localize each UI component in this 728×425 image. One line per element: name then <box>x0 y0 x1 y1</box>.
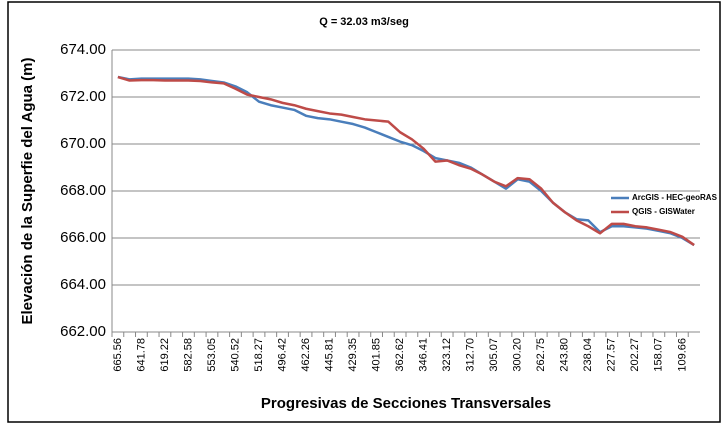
x-tick-label: 540.52 <box>229 338 241 372</box>
x-tick-label: 300.20 <box>512 338 524 372</box>
y-axis-title: Elevación de la Superfie del Agua (m) <box>19 57 36 324</box>
series-line <box>117 75 695 247</box>
x-tick-label: 619.22 <box>159 338 171 372</box>
y-tick-label: 666.00 <box>60 229 106 246</box>
x-tick-label: 109.66 <box>676 338 688 372</box>
x-tick-label: 305.07 <box>488 338 500 372</box>
x-axis-title: Progresivas de Secciones Transversales <box>261 395 551 412</box>
x-tick-label: 227.57 <box>606 338 618 372</box>
series-line <box>117 75 695 247</box>
x-tick-label: 243.80 <box>559 338 571 372</box>
y-tick-label: 662.00 <box>60 323 106 340</box>
y-tick-label: 672.00 <box>60 88 106 105</box>
y-tick-label: 664.00 <box>60 276 106 293</box>
x-tick-label: 238.04 <box>582 338 594 372</box>
x-tick-label: 158.07 <box>653 338 665 372</box>
y-tick-label: 674.00 <box>60 41 106 58</box>
x-tick-label: 641.78 <box>135 338 147 372</box>
x-tick-label: 496.42 <box>276 338 288 372</box>
legend-label: QGIS - GISWater <box>632 207 695 216</box>
x-tick-label: 312.70 <box>465 338 477 372</box>
x-tick-label: 582.58 <box>182 338 194 372</box>
x-tick-label: 445.81 <box>323 338 335 372</box>
x-tick-label: 665.56 <box>112 338 124 372</box>
chart-frame <box>7 1 721 423</box>
chart-title: Q = 32.03 m3/seg <box>319 16 409 28</box>
x-tick-label: 429.35 <box>347 338 359 372</box>
x-tick-label: 462.26 <box>300 338 312 372</box>
x-tick-label: 362.62 <box>394 338 406 372</box>
x-tick-label: 401.85 <box>371 338 383 372</box>
x-tick-label: 323.12 <box>441 338 453 372</box>
x-tick-label: 262.75 <box>535 338 547 372</box>
y-tick-label: 668.00 <box>60 182 106 199</box>
legend-label: ArcGIS - HEC-geoRAS <box>632 193 718 202</box>
x-tick-label: 202.27 <box>629 338 641 372</box>
y-tick-label: 670.00 <box>60 135 106 152</box>
x-tick-label: 346.41 <box>418 338 430 372</box>
x-tick-label: 518.27 <box>253 338 265 372</box>
x-tick-label: 553.05 <box>206 338 218 372</box>
